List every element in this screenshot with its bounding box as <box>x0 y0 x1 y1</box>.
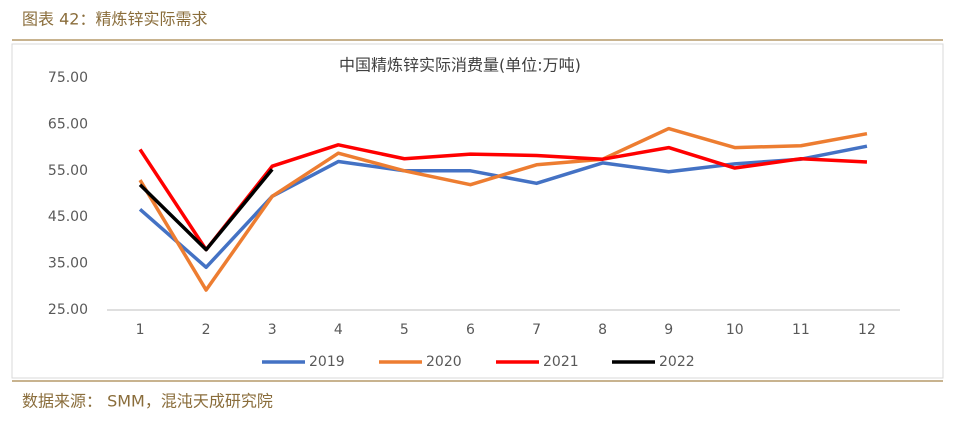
series-line <box>138 144 868 270</box>
y-tick-label: 75.00 <box>48 70 88 86</box>
y-tick-label: 65.00 <box>48 116 88 132</box>
y-tick-label: 35.00 <box>48 256 88 272</box>
x-tick-label: 2 <box>202 322 211 338</box>
y-tick-label: 55.00 <box>48 163 88 179</box>
x-tick-label: 5 <box>400 322 409 338</box>
x-tick-label: 9 <box>664 322 673 338</box>
x-tick-label: 7 <box>532 322 541 338</box>
x-tick-label: 4 <box>334 322 343 338</box>
source-note: 数据来源： SMM，混沌天成研究院 <box>22 392 273 411</box>
x-tick-label: 10 <box>726 322 744 338</box>
y-tick-label: 25.00 <box>48 302 88 318</box>
series-line <box>138 168 274 252</box>
x-tick-label: 3 <box>268 322 277 338</box>
legend-label: 2019 <box>309 354 345 370</box>
chart-title: 中国精炼锌实际消费量(单位:万吨) <box>339 56 581 75</box>
x-tick-label: 6 <box>466 322 475 338</box>
y-tick-label: 45.00 <box>48 209 88 225</box>
x-tick-label: 12 <box>858 322 876 338</box>
legend-label: 2020 <box>426 354 462 370</box>
x-tick-label: 1 <box>136 322 145 338</box>
x-tick-label: 8 <box>598 322 607 338</box>
x-tick-label: 11 <box>792 322 810 338</box>
series-line <box>138 126 868 292</box>
figure-title: 图表 42：精炼锌实际需求 <box>22 10 207 29</box>
chart-frame <box>11 43 944 379</box>
legend-label: 2021 <box>543 354 579 370</box>
legend-label: 2022 <box>659 354 695 370</box>
